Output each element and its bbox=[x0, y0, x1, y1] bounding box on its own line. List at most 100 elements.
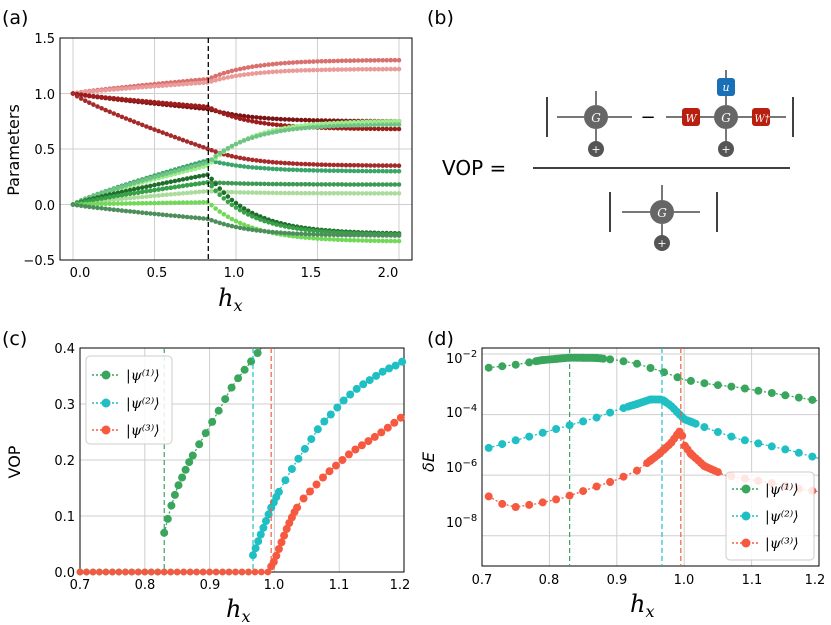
pa-point bbox=[364, 126, 369, 131]
panel-c-ylabel: VOP bbox=[5, 445, 24, 478]
panel-d-series bbox=[484, 348, 820, 566]
pc-point bbox=[333, 403, 342, 412]
pa-point bbox=[193, 81, 198, 86]
pa-point bbox=[107, 207, 112, 212]
pa-point bbox=[355, 182, 361, 187]
pa-point bbox=[83, 204, 88, 209]
panel-d-legend: |ψ⁽¹⁾⟩ |ψ⁽²⁾⟩ |ψ⁽³⁾⟩ bbox=[725, 471, 815, 561]
pa-point bbox=[152, 127, 157, 132]
pa-point bbox=[188, 175, 194, 181]
pa-point bbox=[364, 238, 369, 243]
pa-point bbox=[355, 191, 361, 196]
pa-point bbox=[123, 208, 129, 214]
pa-point bbox=[209, 157, 214, 162]
pa-point bbox=[135, 190, 141, 195]
pc-point bbox=[109, 568, 116, 576]
pa-point bbox=[392, 182, 398, 187]
pa-point bbox=[95, 201, 100, 207]
pa-point bbox=[156, 128, 161, 134]
pa-point bbox=[307, 117, 312, 123]
pa-xtick-3: 1.5 bbox=[301, 266, 322, 281]
pd-point bbox=[606, 355, 615, 364]
pc-point bbox=[259, 523, 268, 532]
pa-point bbox=[339, 168, 345, 174]
pa-point bbox=[237, 207, 243, 213]
pa-point bbox=[278, 181, 284, 187]
pa-point bbox=[266, 220, 271, 225]
pc-point bbox=[221, 395, 230, 404]
pa-point bbox=[197, 80, 202, 86]
pd-point bbox=[579, 487, 588, 496]
plus-node-3-label: + bbox=[657, 237, 666, 250]
pa-point bbox=[193, 215, 198, 220]
pa-point bbox=[184, 183, 190, 188]
pa-point bbox=[254, 134, 259, 139]
tensor-network-2 bbox=[666, 70, 786, 142]
pa-point bbox=[380, 122, 386, 128]
pa-point bbox=[339, 162, 345, 168]
panel-a-xticks: 0.0 0.5 1.0 1.5 2.0 bbox=[70, 266, 399, 281]
pa-point bbox=[258, 165, 263, 171]
pa-point bbox=[307, 190, 312, 196]
pa-point bbox=[176, 184, 182, 189]
pa-point bbox=[376, 233, 381, 238]
pa-point bbox=[107, 109, 112, 115]
pa-point bbox=[315, 168, 320, 173]
panel-a-label: (a) bbox=[2, 7, 28, 29]
pa-point bbox=[303, 235, 308, 240]
pa-point bbox=[376, 238, 381, 244]
pa-point bbox=[343, 191, 349, 196]
pa-point bbox=[388, 122, 394, 127]
pa-point bbox=[217, 160, 222, 165]
pd-point bbox=[727, 382, 736, 391]
pa-point bbox=[250, 135, 255, 140]
pa-point bbox=[144, 177, 149, 182]
pa-point bbox=[298, 167, 304, 173]
pa-point bbox=[396, 126, 402, 132]
pa-point bbox=[99, 201, 104, 207]
pd-point bbox=[673, 373, 682, 382]
pa-point bbox=[254, 212, 259, 218]
pa-point bbox=[351, 238, 357, 243]
pa-point bbox=[254, 63, 259, 69]
pa-point bbox=[233, 67, 239, 73]
pa-point bbox=[176, 102, 182, 107]
pa-point bbox=[209, 183, 214, 189]
pa-point bbox=[148, 200, 153, 206]
pa-point bbox=[176, 136, 182, 141]
pa-point bbox=[201, 80, 206, 85]
pa-point bbox=[135, 98, 141, 103]
pa-point bbox=[355, 238, 361, 243]
pa-point bbox=[164, 212, 169, 218]
pc-point bbox=[185, 458, 194, 467]
pa-point bbox=[290, 117, 296, 122]
pa-point bbox=[339, 232, 345, 238]
pa-point bbox=[290, 181, 296, 187]
pa-point bbox=[184, 214, 190, 220]
pa-point bbox=[307, 231, 312, 237]
pa-point bbox=[229, 114, 235, 119]
pa-point bbox=[270, 221, 276, 226]
pa-point bbox=[380, 168, 386, 174]
pc-point bbox=[178, 473, 187, 482]
pa-point bbox=[298, 231, 304, 237]
pc-point bbox=[225, 568, 233, 576]
pa-point bbox=[160, 100, 165, 106]
pc-point bbox=[208, 417, 217, 426]
pc-point bbox=[280, 531, 289, 540]
pd-point bbox=[552, 495, 561, 504]
pa-point bbox=[335, 123, 341, 129]
pa-point bbox=[213, 149, 218, 154]
pa-point bbox=[298, 226, 304, 232]
w-dagger-tensor bbox=[752, 108, 770, 126]
pa-point bbox=[197, 181, 202, 186]
pa-point bbox=[360, 67, 365, 72]
pa-point bbox=[355, 119, 361, 125]
pc-point bbox=[274, 545, 283, 553]
pa-point bbox=[156, 200, 161, 206]
pa-point bbox=[396, 238, 402, 244]
panel-c-xticks: 0.7 0.8 0.9 1.0 1.1 1.2 bbox=[70, 578, 411, 593]
pd-point bbox=[740, 384, 749, 393]
pa-point bbox=[225, 112, 231, 118]
pa-point bbox=[307, 162, 312, 167]
